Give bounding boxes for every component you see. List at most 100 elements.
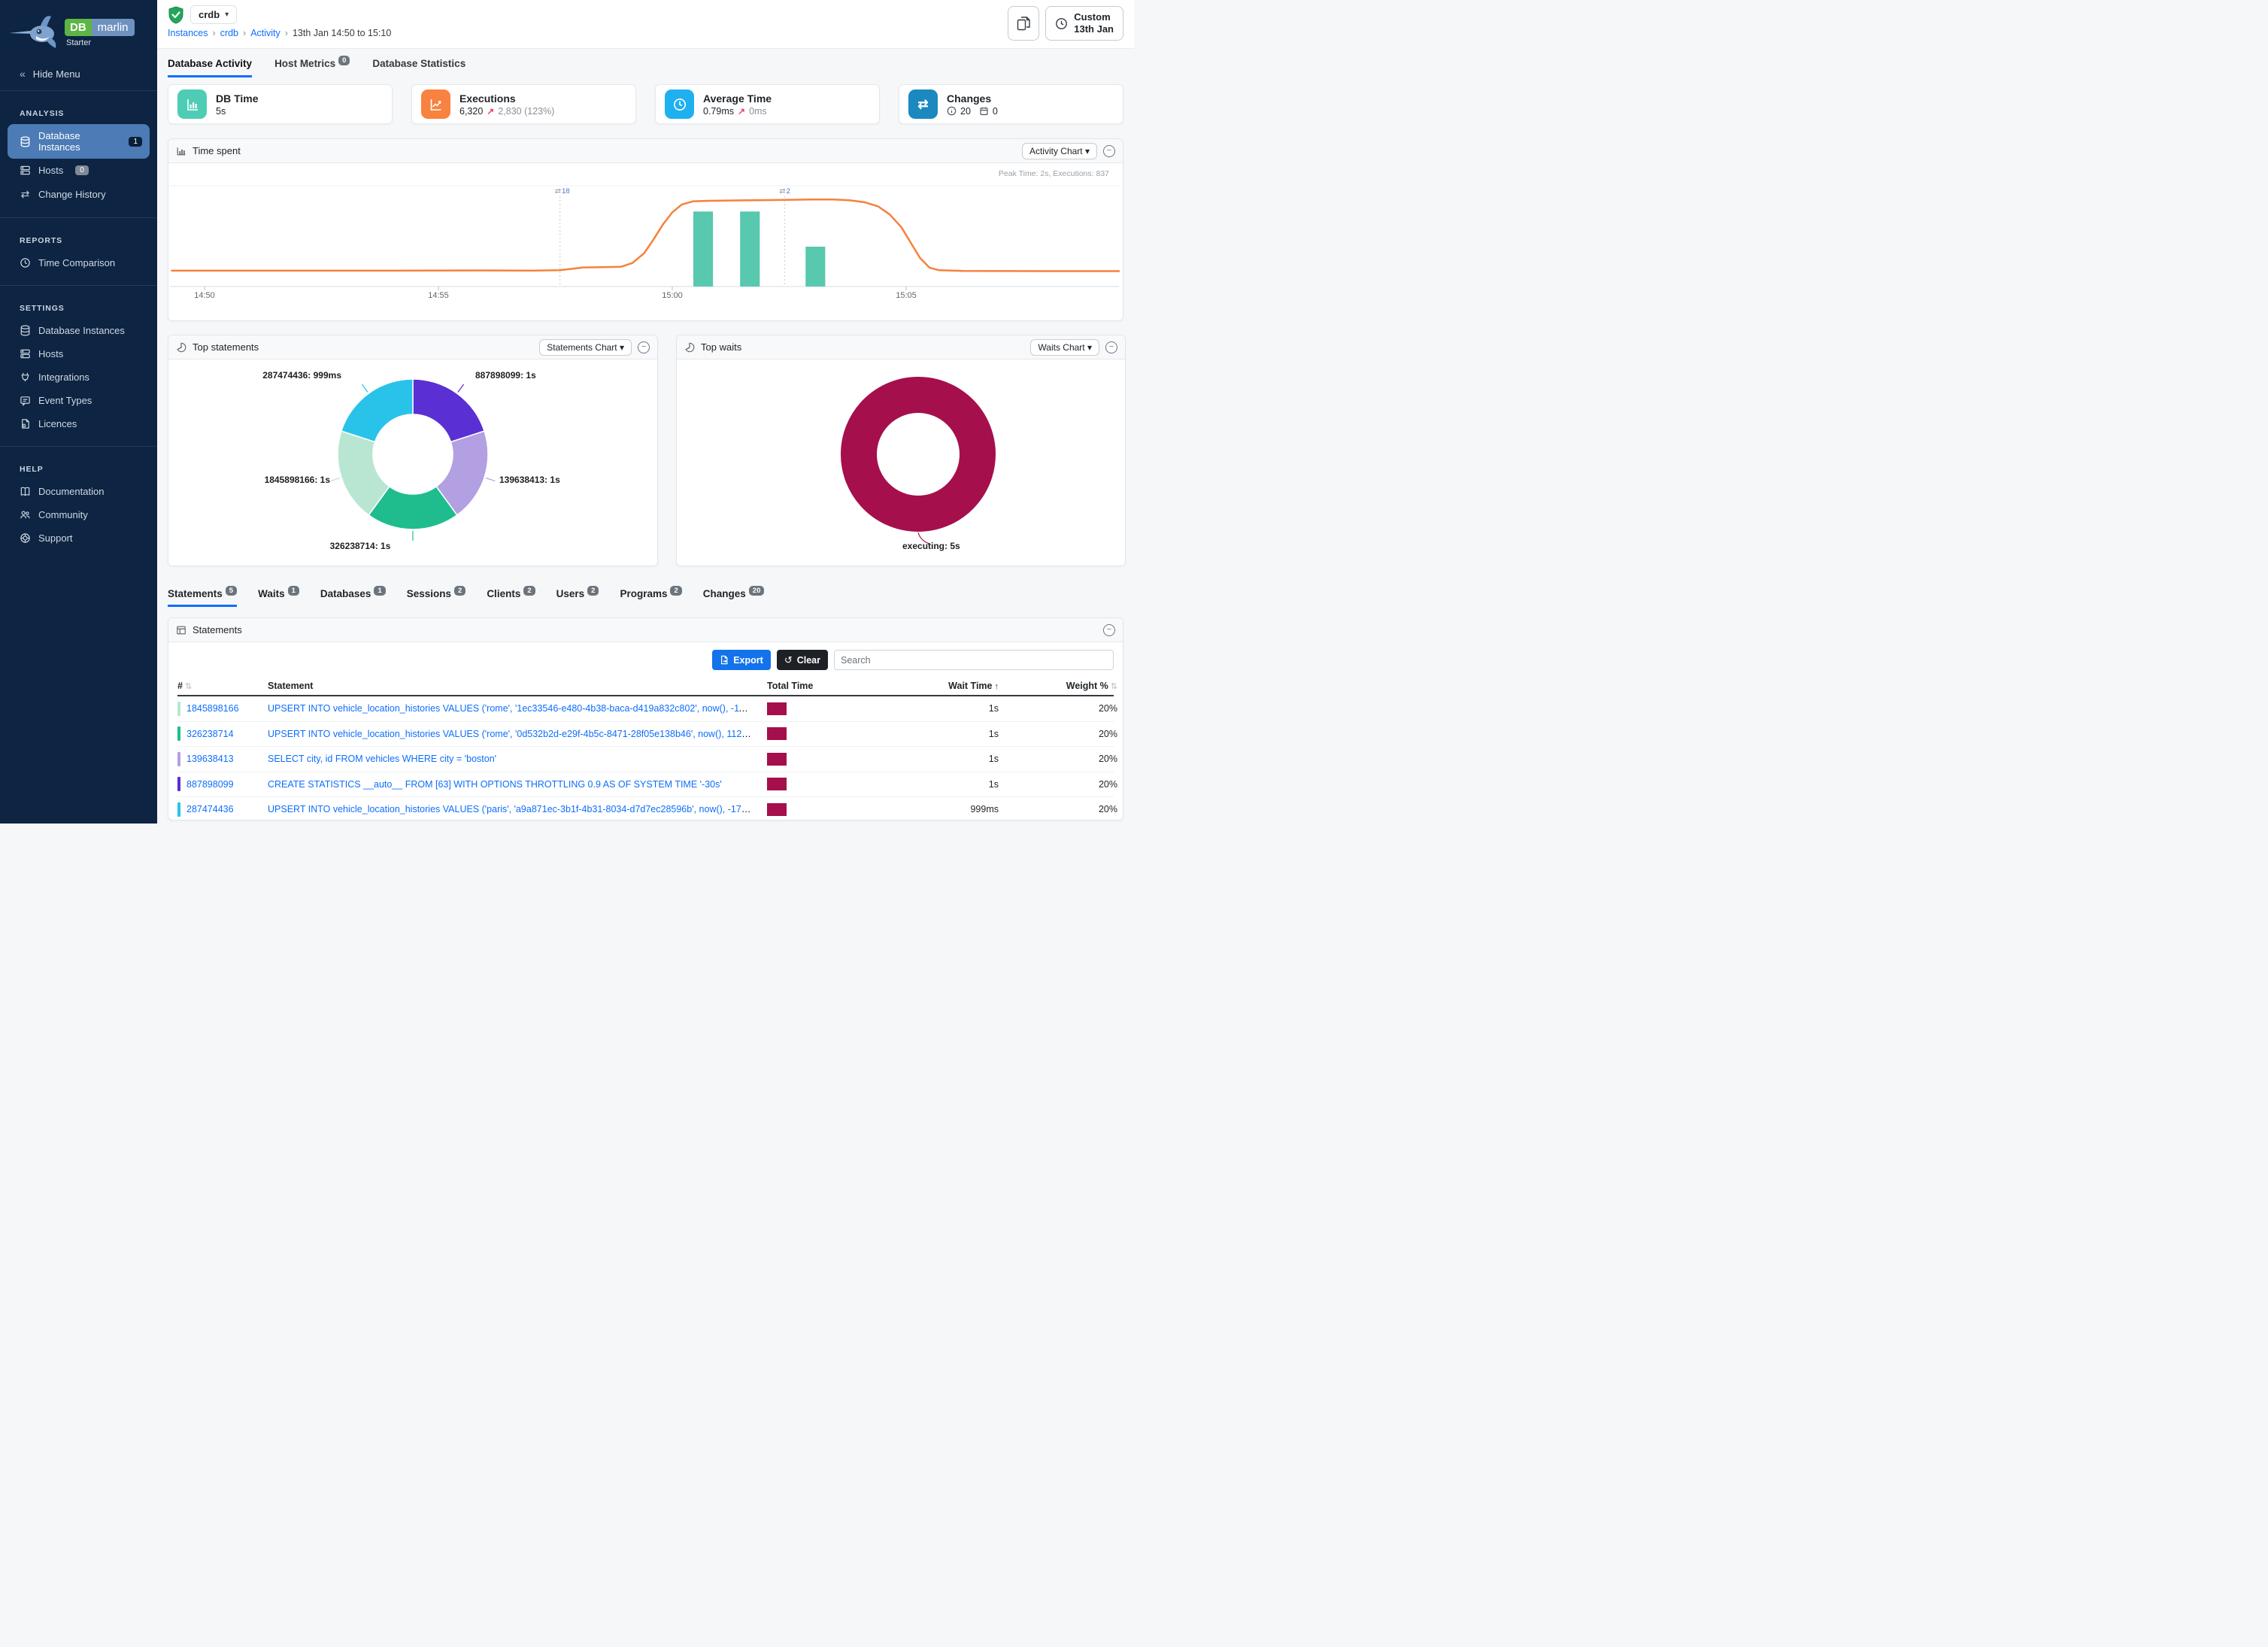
server-icon [20, 165, 30, 175]
sidebar-item-database-instances[interactable]: Database Instances 1 [8, 124, 150, 159]
waits-chart-select[interactable]: Waits Chart ▾ [1030, 338, 1099, 356]
row-color-bar [177, 726, 180, 742]
activity-chart-select[interactable]: Activity Chart ▾ [1021, 142, 1097, 159]
select-label: Activity Chart [1029, 145, 1083, 156]
tab-database-activity[interactable]: Database Activity [168, 58, 253, 77]
kpi-event-count: 0 [992, 105, 998, 117]
change-marker[interactable]: ⇄2 [779, 187, 790, 196]
tab-changes[interactable]: Changes 20 [703, 586, 765, 607]
statement-link[interactable]: UPSERT INTO vehicle_location_histories V… [268, 804, 767, 815]
change-marker[interactable]: ⇄18 [554, 187, 570, 196]
statement-id-link[interactable]: 1845898166 [186, 703, 239, 714]
row-color-bar [177, 802, 180, 817]
collapse-icon[interactable]: − [638, 341, 650, 353]
pie-chart-icon [177, 342, 186, 352]
copy-link-button[interactable] [1008, 6, 1040, 41]
hide-menu-button[interactable]: « Hide Menu [0, 59, 157, 91]
sidebar-item-settings-database-instances[interactable]: Database Instances [0, 319, 157, 342]
tab-label: Programs [620, 588, 668, 599]
section-title: REPORTS [20, 236, 63, 245]
kpi-changes: ⇄ Changes 20 0 [899, 84, 1123, 124]
statement-link[interactable]: CREATE STATISTICS __auto__ FROM [63] WIT… [268, 778, 722, 790]
tab-label: Database Activity [168, 58, 253, 69]
book-icon [20, 487, 30, 496]
tab-databases[interactable]: Databases 1 [320, 586, 386, 607]
tab-badge: 0 [338, 56, 350, 65]
col-total-time[interactable]: Total Time [767, 681, 814, 691]
bar-chart-icon [177, 147, 186, 155]
collapse-icon[interactable]: − [1105, 341, 1117, 353]
statement-link[interactable]: SELECT city, id FROM vehicles WHERE city… [268, 754, 497, 765]
tab-database-statistics[interactable]: Database Statistics [372, 58, 465, 77]
col-weight[interactable]: Weight % [1066, 681, 1108, 691]
col-id[interactable]: # [177, 681, 183, 691]
statement-id-link[interactable]: 287474436 [186, 804, 234, 815]
tab-waits[interactable]: Waits 1 [258, 586, 299, 607]
trend-up-icon: ↗ [738, 105, 746, 117]
sidebar-section-analysis: ANALYSIS Database Instances 1 Hosts 0 ⇄ … [0, 91, 157, 218]
sidebar-item-hosts[interactable]: Hosts 0 [0, 159, 157, 182]
top-waits-panel: Top waits Waits Chart ▾ − executing: 5s [676, 335, 1126, 566]
statement-id-link[interactable]: 139638413 [186, 754, 234, 765]
kpi-delta: 0ms [749, 105, 767, 117]
tab-badge: 5 [225, 586, 238, 596]
sidebar-item-licences[interactable]: Licences [0, 412, 157, 435]
export-button[interactable]: Export [712, 650, 771, 670]
waits-donut-chart[interactable]: executing: 5s [677, 359, 1125, 566]
brand-db: DB [65, 19, 92, 36]
sidebar-item-community[interactable]: Community [0, 503, 157, 526]
statements-donut-chart[interactable]: 287474436: 999ms 887898099: 1s 184589816… [168, 359, 657, 566]
sidebar-item-label: Support [38, 532, 73, 544]
statement-link[interactable]: UPSERT INTO vehicle_location_histories V… [268, 728, 767, 739]
sidebar-item-integrations[interactable]: Integrations [0, 365, 157, 389]
breadcrumb-crdb[interactable]: crdb [220, 28, 239, 38]
peak-note: Peak Time: 2s, Executions: 837 [998, 169, 1109, 178]
statement-id-link[interactable]: 887898099 [186, 778, 234, 790]
tab-users[interactable]: Users 2 [556, 586, 599, 607]
col-wait-time[interactable]: Wait Time [948, 681, 993, 691]
kpi-db-time: DB Time 5s [168, 84, 393, 124]
collapse-icon[interactable]: − [1103, 623, 1115, 636]
col-statement[interactable]: Statement [268, 681, 314, 691]
section-title: ANALYSIS [20, 109, 65, 118]
sidebar-item-change-history[interactable]: ⇄ Change History [0, 182, 157, 207]
statement-link[interactable]: UPSERT INTO vehicle_location_histories V… [268, 703, 767, 714]
breadcrumb-instances[interactable]: Instances [168, 28, 208, 38]
total-time-bar [767, 778, 787, 791]
weight-value: 20% [1098, 754, 1117, 765]
export-label: Export [733, 654, 763, 666]
instance-name: crdb [199, 9, 220, 20]
select-label: Statements Chart [547, 341, 617, 353]
tab-host-metrics[interactable]: Host Metrics 0 [274, 56, 350, 77]
tab-clients[interactable]: Clients 2 [487, 586, 535, 607]
tab-sessions[interactable]: Sessions 2 [407, 586, 466, 607]
weight-value: 20% [1098, 703, 1117, 714]
wait-time-value: 999ms [970, 804, 999, 815]
sidebar-item-settings-hosts[interactable]: Hosts [0, 342, 157, 365]
brand-marlin: marlin [91, 19, 135, 36]
time-range-button[interactable]: Custom 13th Jan [1045, 6, 1123, 41]
kpi-executions: Executions 6,320 ↗ 2,830 (123%) [411, 84, 636, 124]
collapse-icon[interactable]: − [1103, 144, 1115, 157]
tab-statements[interactable]: Statements 5 [168, 586, 238, 607]
kpi-info-count: 20 [960, 105, 971, 117]
sort-icon: ⇅ [1110, 682, 1117, 691]
sidebar-item-support[interactable]: Support [0, 526, 157, 550]
search-input[interactable] [834, 650, 1114, 670]
clear-button[interactable]: ↺ Clear [776, 650, 828, 670]
statement-id-link[interactable]: 326238714 [186, 728, 234, 739]
breadcrumb-activity[interactable]: Activity [250, 28, 280, 38]
select-label: Waits Chart [1038, 341, 1085, 353]
clear-label: Clear [796, 654, 820, 666]
table-icon [177, 626, 186, 634]
change-arrows-icon: ⇄ [20, 188, 30, 200]
sidebar-item-time-comparison[interactable]: Time Comparison [0, 251, 157, 274]
sidebar-item-event-types[interactable]: Event Types [0, 389, 157, 412]
instance-selector[interactable]: crdb ▾ [190, 5, 238, 24]
time-spent-chart[interactable]: Peak Time: 2s, Executions: 837 14:50 14:5… [168, 163, 1123, 321]
tab-programs[interactable]: Programs 2 [620, 586, 682, 607]
sidebar-item-documentation[interactable]: Documentation [0, 480, 157, 503]
tab-badge: 2 [454, 586, 466, 596]
breadcrumb-separator: › [243, 28, 247, 38]
statements-chart-select[interactable]: Statements Chart ▾ [539, 338, 632, 356]
